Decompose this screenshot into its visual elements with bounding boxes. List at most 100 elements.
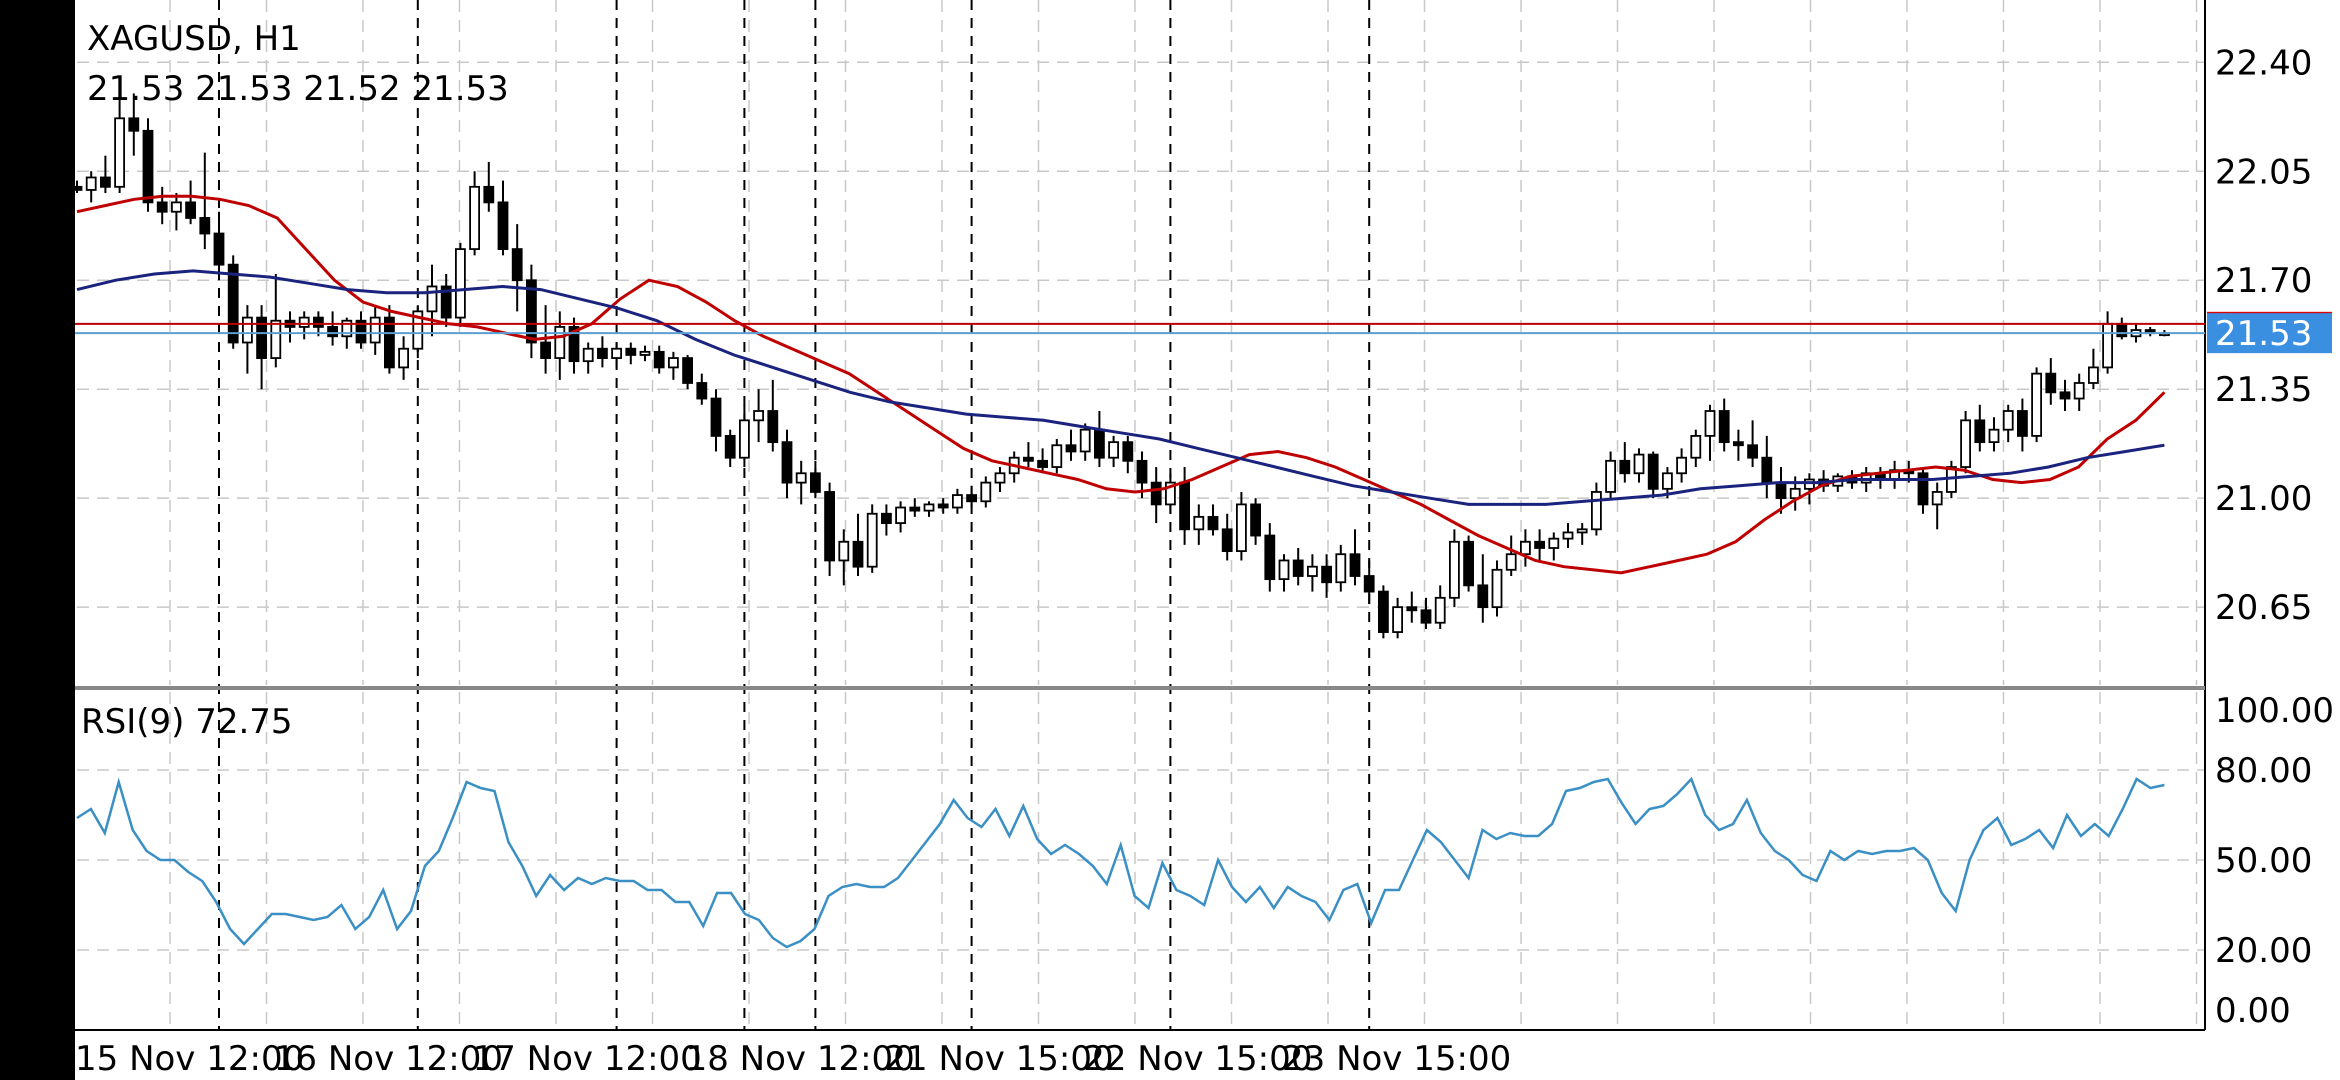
candle[interactable]: [682, 354, 693, 390]
candle[interactable]: [895, 501, 906, 533]
candle[interactable]: [1591, 482, 1602, 536]
candle[interactable]: [1562, 523, 1574, 548]
candle[interactable]: [625, 342, 637, 365]
candle[interactable]: [1065, 429, 1077, 461]
candle[interactable]: [383, 305, 395, 374]
candle[interactable]: [611, 342, 622, 368]
candle[interactable]: [2116, 317, 2128, 340]
candle[interactable]: [2073, 373, 2085, 411]
candle[interactable]: [1250, 498, 1261, 545]
candle[interactable]: [1676, 448, 1687, 483]
candle[interactable]: [1307, 554, 1318, 592]
candle[interactable]: [1505, 535, 1517, 577]
candle[interactable]: [213, 211, 225, 281]
candle[interactable]: [2088, 348, 2099, 390]
candle[interactable]: [1988, 417, 2000, 452]
candle[interactable]: [1619, 442, 1631, 483]
candle[interactable]: [838, 529, 850, 586]
candle[interactable]: [156, 186, 168, 225]
candle[interactable]: [781, 429, 793, 499]
candle[interactable]: [142, 118, 154, 212]
candle[interactable]: [1960, 411, 1971, 474]
candle[interactable]: [1605, 451, 1616, 499]
candle[interactable]: [980, 476, 992, 508]
candle[interactable]: [568, 317, 580, 374]
candle[interactable]: [753, 389, 764, 443]
candle[interactable]: [1108, 435, 1119, 468]
candle[interactable]: [1236, 491, 1247, 561]
candle[interactable]: [426, 264, 438, 337]
candle[interactable]: [1037, 448, 1048, 474]
candle[interactable]: [2045, 358, 2057, 405]
candle[interactable]: [440, 274, 452, 327]
candle[interactable]: [1363, 560, 1375, 605]
candle[interactable]: [1264, 523, 1276, 592]
candle[interactable]: [1704, 404, 1716, 461]
candle[interactable]: [1165, 473, 1176, 514]
candle[interactable]: [923, 501, 935, 517]
candle[interactable]: [1761, 435, 1773, 499]
candle[interactable]: [1406, 591, 1418, 623]
candle[interactable]: [1122, 435, 1134, 474]
candle[interactable]: [298, 311, 310, 340]
candle[interactable]: [1576, 523, 1588, 545]
candle[interactable]: [1434, 585, 1446, 629]
candle[interactable]: [1974, 404, 1986, 452]
candle[interactable]: [952, 488, 963, 514]
candle[interactable]: [2002, 404, 2014, 443]
candle[interactable]: [1477, 554, 1489, 623]
candle[interactable]: [525, 264, 537, 359]
candle[interactable]: [1548, 532, 1560, 561]
candle[interactable]: [241, 305, 253, 374]
candle[interactable]: [469, 171, 481, 256]
candle[interactable]: [1633, 448, 1645, 483]
candle[interactable]: [653, 345, 665, 374]
candle[interactable]: [795, 460, 807, 505]
candle[interactable]: [1420, 597, 1432, 629]
candle[interactable]: [1321, 554, 1332, 598]
candle[interactable]: [1392, 597, 1403, 639]
candle[interactable]: [1690, 429, 1702, 468]
rsi-indicator[interactable]: [76, 776, 2165, 949]
candle[interactable]: [1278, 554, 1290, 592]
candle[interactable]: [1733, 429, 1744, 461]
candle[interactable]: [1094, 411, 1105, 468]
candle[interactable]: [99, 155, 111, 194]
candle[interactable]: [710, 389, 722, 452]
candle[interactable]: [2102, 311, 2113, 374]
candle[interactable]: [994, 467, 1006, 492]
candle[interactable]: [866, 504, 878, 573]
candle[interactable]: [199, 152, 211, 250]
candle[interactable]: [668, 351, 679, 380]
candle[interactable]: [597, 336, 608, 368]
candle[interactable]: [1875, 467, 1886, 489]
candle[interactable]: [2017, 398, 2028, 452]
candle[interactable]: [327, 311, 339, 346]
candle[interactable]: [1718, 398, 1730, 452]
price-candles[interactable]: [75, 93, 2170, 639]
candle[interactable]: [454, 242, 466, 327]
candle[interactable]: [582, 342, 594, 374]
candle[interactable]: [554, 311, 566, 380]
candle[interactable]: [810, 460, 821, 499]
candle[interactable]: [1079, 423, 1091, 461]
candle[interactable]: [1193, 504, 1205, 545]
candle[interactable]: [1917, 467, 1929, 514]
candle[interactable]: [1747, 420, 1758, 468]
candle[interactable]: [412, 305, 424, 359]
candle[interactable]: [1349, 529, 1361, 586]
candle[interactable]: [114, 99, 125, 194]
candle[interactable]: [1378, 585, 1389, 639]
candle[interactable]: [1179, 467, 1190, 545]
candle[interactable]: [1804, 473, 1815, 505]
candle[interactable]: [1931, 482, 1943, 530]
candle[interactable]: [355, 311, 367, 349]
candle[interactable]: [1292, 548, 1304, 586]
candle[interactable]: [2031, 367, 2042, 443]
candle[interactable]: [1647, 451, 1659, 499]
candle[interactable]: [85, 171, 97, 203]
candle[interactable]: [937, 498, 949, 514]
candle[interactable]: [1150, 467, 1162, 524]
candle[interactable]: [724, 429, 736, 468]
candle[interactable]: [1051, 439, 1063, 474]
